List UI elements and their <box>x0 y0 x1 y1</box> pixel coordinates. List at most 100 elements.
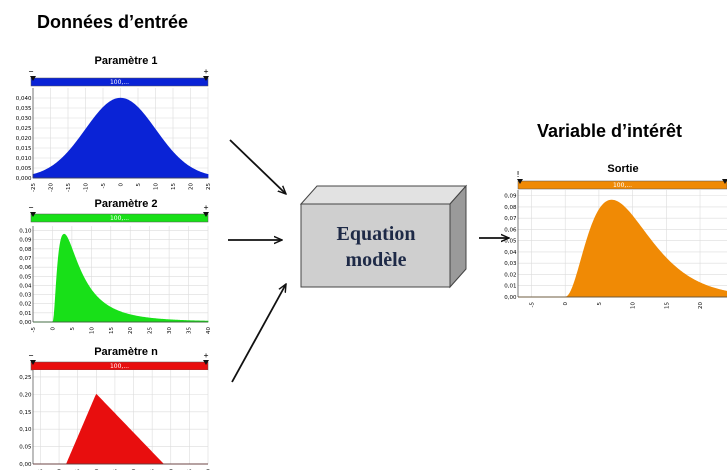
x-tick-label: -5 <box>76 468 82 470</box>
x-tick-label: 10 <box>631 302 637 309</box>
chart-param2: Paramètre 2 100,... − +0,00 0,01 0,02 0,03 0,04… <box>19 198 212 334</box>
y-tick-label: 0,04 <box>19 283 32 289</box>
y-tick-label: 0,03 <box>504 261 517 267</box>
range-bar-label-paramn: 100,... <box>110 363 129 370</box>
y-tick-label: 0,08 <box>504 205 517 211</box>
marker-left-paramn: − <box>29 351 34 360</box>
model-box-front <box>300 203 451 288</box>
y-tick-label: 0,25 <box>19 375 32 381</box>
y-tick-label: 0,03 <box>19 293 32 299</box>
left-handle-icon-sortie[interactable] <box>517 179 523 184</box>
y-tick-label: 0,06 <box>504 227 517 233</box>
left-handle-icon-paramn[interactable] <box>30 360 36 365</box>
model-label-line1: Equation <box>337 223 416 245</box>
x-tick-label: 35 <box>187 327 193 334</box>
x-tick-label: 20 <box>128 327 134 334</box>
y-tick-label: 0,05 <box>19 445 32 451</box>
input-arrows <box>228 139 286 383</box>
marker-left-sortie: ! <box>516 170 521 179</box>
range-bar-label-sortie: 100,... <box>613 182 632 189</box>
x-tick-label: -15 <box>38 469 44 470</box>
right-handle-icon-param1[interactable] <box>203 76 209 81</box>
x-tick-label: 30 <box>167 327 173 334</box>
y-tick-label: 0,15 <box>19 410 32 416</box>
right-handle-icon-paramn[interactable] <box>203 360 209 365</box>
y-tick-label: 0,040 <box>16 96 32 102</box>
y-tick-label: 0,09 <box>504 194 517 200</box>
right-handle-icon-sortie[interactable] <box>722 179 727 184</box>
y-tick-label: 0,10 <box>19 427 32 433</box>
range-bar-label-param2: 100,... <box>110 215 129 222</box>
y-tick-label: 0,02 <box>504 272 516 278</box>
x-tick-label: -20 <box>49 183 55 192</box>
y-tick-label: 0,09 <box>19 238 32 244</box>
range-bar-param2[interactable] <box>30 213 209 223</box>
chart-paramn: Paramètre n 100,... − +0,00 0,05 0,10 0,15 0,20… <box>19 346 212 470</box>
x-tick-label: 25 <box>187 469 193 470</box>
x-tick-label: 40 <box>206 327 212 334</box>
x-tick-label: 10 <box>132 469 138 470</box>
chart-title-paramn: Paramètre n <box>94 346 158 358</box>
x-tick-label: -25 <box>31 183 37 192</box>
x-tick-label: -10 <box>57 469 63 470</box>
right-handle-icon-param2[interactable] <box>203 212 209 217</box>
x-tick-label: 5 <box>136 183 142 187</box>
arrow-paramn-to-model <box>231 284 286 383</box>
x-tick-label: 20 <box>169 469 175 470</box>
x-tick-label: 15 <box>664 302 670 309</box>
marker-right-paramn: + <box>204 351 209 360</box>
x-tick-label: -15 <box>66 183 72 192</box>
chart-sortie: Sortie 100,...! 0,00 0,01 0,02 0,03 0,04 0,05 0,… <box>504 163 727 309</box>
x-tick-label: 10 <box>154 183 160 190</box>
x-tick-label: 15 <box>150 469 156 470</box>
y-tick-label: 0,07 <box>19 256 32 262</box>
y-tick-label: 0,00 <box>504 295 517 301</box>
x-tick-label: 25 <box>206 183 212 190</box>
x-tick-label: 10 <box>89 327 95 334</box>
y-tick-label: 0,05 <box>19 274 32 280</box>
x-tick-label: 5 <box>597 302 603 306</box>
y-tick-label: 0,20 <box>19 392 32 398</box>
chart-param1: Paramètre 1 100,... − +0,000 0,005 0,010 0,015… <box>16 55 212 192</box>
range-bar-sortie[interactable] <box>517 180 727 190</box>
range-bar-label-param1: 100,... <box>110 79 129 86</box>
x-tick-label: 0 <box>119 183 125 187</box>
x-tick-label: 5 <box>113 469 119 470</box>
left-handle-icon-param1[interactable] <box>30 76 36 81</box>
x-tick-label: 15 <box>109 327 115 334</box>
x-tick-label: -5 <box>31 326 37 332</box>
y-tick-label: 0,01 <box>504 284 516 290</box>
model-box: Equation modèle <box>299 184 468 289</box>
left-handle-icon-param2[interactable] <box>30 212 36 217</box>
y-tick-label: 0,06 <box>19 265 32 271</box>
chart-title-param1: Paramètre 1 <box>95 55 158 67</box>
y-tick-label: 0,015 <box>16 146 32 152</box>
range-bar-param1[interactable] <box>30 77 209 87</box>
x-tick-label: 15 <box>171 183 177 190</box>
y-tick-label: 0,030 <box>16 116 32 122</box>
x-tick-label: -5 <box>101 182 107 188</box>
y-tick-label: 0,08 <box>19 247 32 253</box>
x-tick-label: 5 <box>70 327 76 331</box>
inputs-title: Données d’entrée <box>37 12 188 32</box>
x-tick-label: 20 <box>698 302 704 309</box>
density-area-param2 <box>33 233 209 323</box>
y-tick-label: 0,05 <box>504 239 517 245</box>
marker-left-param2: − <box>29 203 34 212</box>
y-tick-label: 0,01 <box>19 311 31 317</box>
x-tick-label: 20 <box>189 183 195 190</box>
marker-right-param1: + <box>204 67 209 76</box>
y-tick-label: 0,000 <box>16 176 32 182</box>
x-tick-label: 0 <box>50 327 56 331</box>
output-title: Variable d’intérêt <box>537 121 682 141</box>
y-tick-label: 0,020 <box>16 136 32 142</box>
marker-left-param1: − <box>29 67 34 76</box>
x-tick-label: -5 <box>529 301 535 307</box>
x-tick-label: 30 <box>206 469 212 470</box>
y-tick-label: 0,10 <box>19 229 32 235</box>
y-tick-label: 0,04 <box>504 250 517 256</box>
x-tick-label: 0 <box>563 302 569 306</box>
chart-title-sortie: Sortie <box>607 163 638 175</box>
model-label-line2: modèle <box>345 249 406 271</box>
